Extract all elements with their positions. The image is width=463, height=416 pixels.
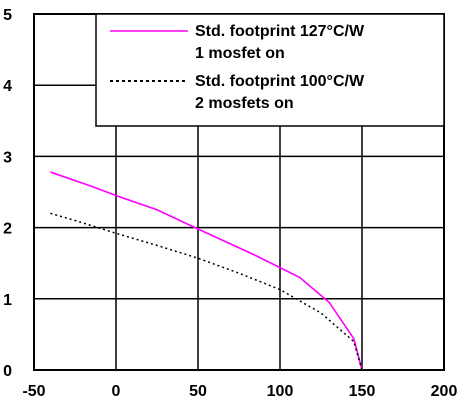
x-tick-label: 200 [431,383,458,400]
legend-label: 1 mosfet on [195,45,285,62]
x-tick-label: -50 [22,383,45,400]
legend: Std. footprint 127°C/W 1 mosfet on Std. fo… [95,13,445,127]
series-layer [50,171,363,371]
y-tick-label: 4 [3,78,12,95]
tick-labels: -50 0 50 100 150 200 0 1 2 3 4 5 [3,7,457,400]
legend-label: Std. footprint 127°C/W [195,23,365,40]
y-tick-label: 5 [3,7,12,24]
x-tick-label: 50 [189,383,207,400]
series-line-1 [50,171,363,371]
x-tick-label: 100 [267,383,294,400]
legend-box [95,13,445,127]
series-line-2 [50,212,363,371]
y-tick-label: 3 [3,149,12,166]
y-tick-label: 0 [3,363,12,380]
y-tick-label: 1 [3,292,12,309]
x-tick-label: 150 [349,383,376,400]
x-tick-label: 0 [112,383,121,400]
y-tick-label: 2 [3,221,12,238]
legend-label: Std. footprint 100°C/W [195,73,365,90]
legend-label: 2 mosfets on [195,95,294,112]
